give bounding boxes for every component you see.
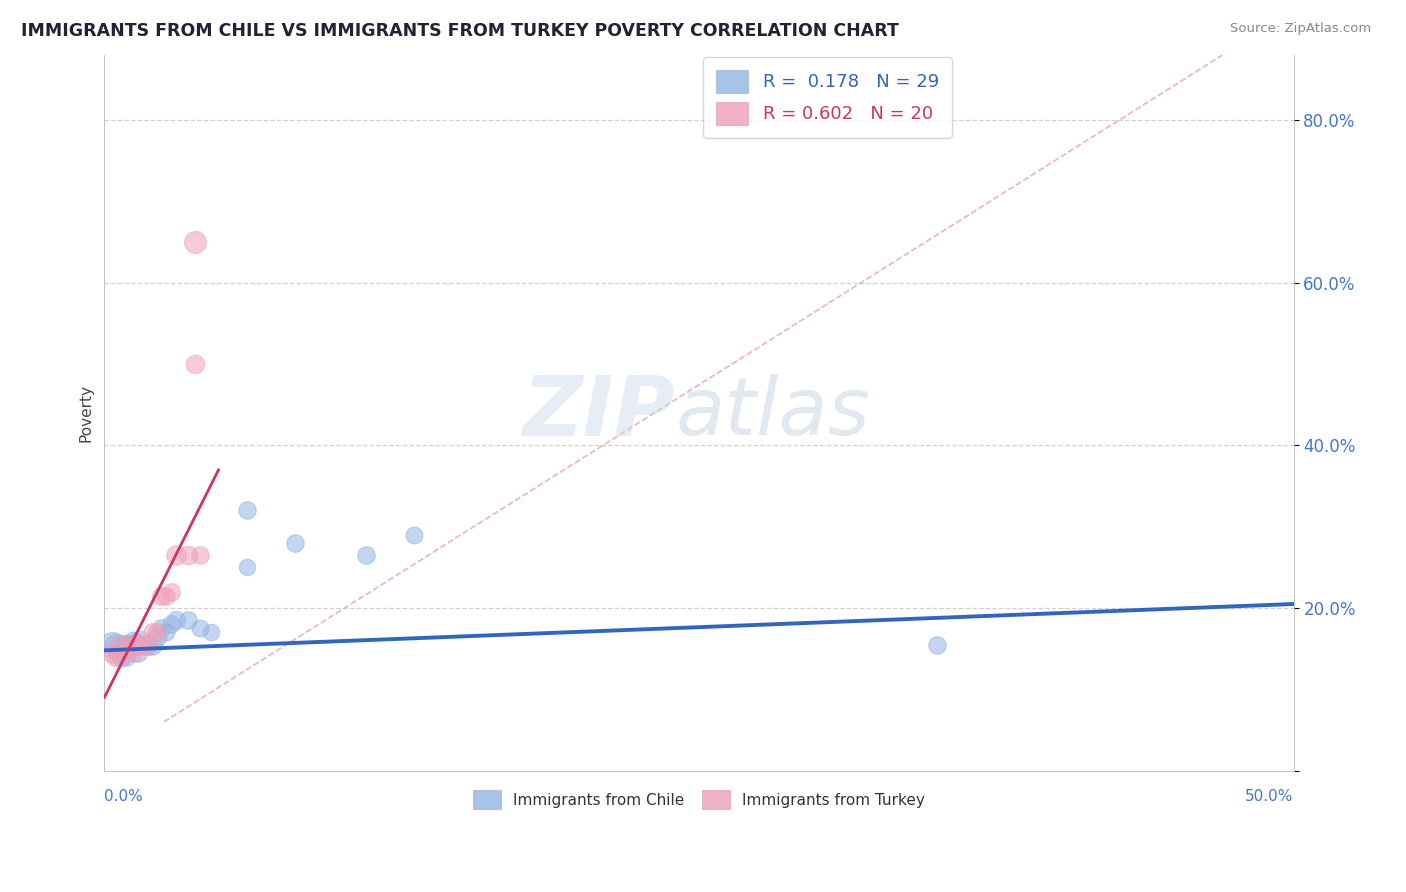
- Point: [110, 649, 132, 664]
- Point: [354, 548, 377, 562]
- Point: [155, 625, 177, 640]
- Point: [112, 646, 135, 660]
- Point: [114, 649, 136, 664]
- Point: [150, 589, 173, 603]
- Point: [117, 638, 139, 652]
- Point: [131, 638, 153, 652]
- Point: [145, 630, 167, 644]
- Point: [176, 548, 198, 562]
- Point: [112, 638, 135, 652]
- Point: [124, 638, 146, 652]
- Point: [129, 633, 152, 648]
- Point: [188, 548, 211, 562]
- Point: [122, 633, 145, 648]
- Text: IMMIGRANTS FROM CHILE VS IMMIGRANTS FROM TURKEY POVERTY CORRELATION CHART: IMMIGRANTS FROM CHILE VS IMMIGRANTS FROM…: [21, 22, 898, 40]
- Text: atlas: atlas: [675, 374, 870, 452]
- Point: [120, 638, 142, 652]
- Point: [155, 589, 177, 603]
- Point: [150, 621, 173, 635]
- Point: [129, 638, 152, 652]
- Point: [236, 560, 259, 574]
- Legend: Immigrants from Chile, Immigrants from Turkey: Immigrants from Chile, Immigrants from T…: [465, 783, 932, 817]
- Y-axis label: Poverty: Poverty: [79, 384, 93, 442]
- Point: [184, 357, 207, 371]
- Point: [131, 638, 153, 652]
- Point: [925, 638, 948, 652]
- Point: [402, 528, 425, 542]
- Point: [184, 235, 207, 249]
- Text: 0.0%: 0.0%: [104, 789, 143, 804]
- Point: [165, 548, 187, 562]
- Point: [107, 646, 129, 660]
- Point: [160, 617, 183, 632]
- Point: [141, 638, 163, 652]
- Point: [100, 646, 122, 660]
- Point: [117, 638, 139, 652]
- Point: [236, 503, 259, 517]
- Point: [145, 625, 167, 640]
- Point: [200, 625, 222, 640]
- Point: [188, 621, 211, 635]
- Point: [136, 638, 159, 652]
- Point: [122, 646, 145, 660]
- Point: [165, 613, 187, 627]
- Text: 50.0%: 50.0%: [1246, 789, 1294, 804]
- Point: [284, 536, 307, 550]
- Point: [105, 638, 128, 652]
- Point: [107, 638, 129, 652]
- Point: [100, 638, 122, 652]
- Point: [124, 638, 146, 652]
- Point: [160, 584, 183, 599]
- Point: [136, 638, 159, 652]
- Point: [176, 613, 198, 627]
- Point: [127, 646, 149, 660]
- Point: [105, 649, 128, 664]
- Point: [141, 625, 163, 640]
- Text: ZIP: ZIP: [523, 373, 675, 453]
- Text: Source: ZipAtlas.com: Source: ZipAtlas.com: [1230, 22, 1371, 36]
